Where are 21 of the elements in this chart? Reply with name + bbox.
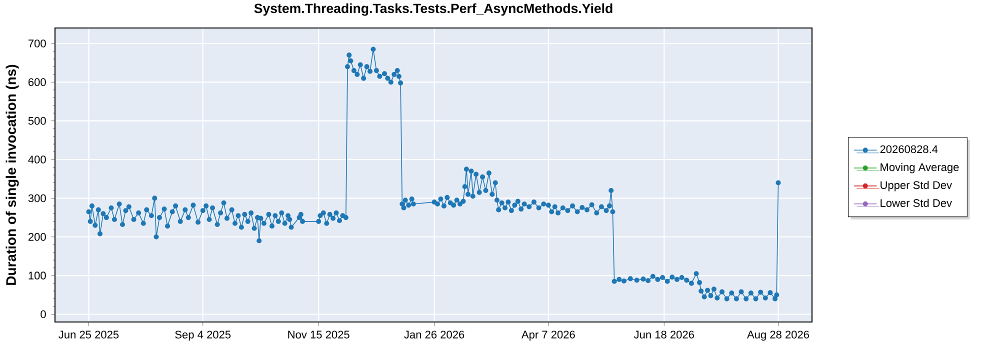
x-tick-label: Nov 15 2025 xyxy=(288,330,350,338)
y-tick-label: 300 xyxy=(28,194,46,202)
legend-label: Lower Std Dev xyxy=(880,198,952,207)
chart-title: System.Threading.Tasks.Tests.Perf_AsyncMethods.Yield xyxy=(254,3,612,16)
y-tick-label: 500 xyxy=(28,116,46,125)
legend-label: Moving Average xyxy=(880,162,959,174)
y-tick-label: 400 xyxy=(28,156,46,164)
y-axis-title: Duration of single invocation (ns) xyxy=(6,64,19,285)
y-tick-label: 100 xyxy=(28,272,46,280)
x-tick-label: Aug 28 2026 xyxy=(747,330,810,341)
y-tick-label: 200 xyxy=(28,233,46,241)
y-tick-label: 700 xyxy=(28,40,46,48)
legend-label: 20260828.4 xyxy=(880,145,938,154)
x-tick-label: Jan 26 2026 xyxy=(404,330,464,338)
x-tick-label: Jun 18 2026 xyxy=(634,330,694,338)
x-tick-label: Jun 25 2025 xyxy=(58,330,119,338)
y-tick-label: 0 xyxy=(40,310,46,318)
x-tick-label: Sep 4 2025 xyxy=(175,330,231,341)
y-tick-label: 600 xyxy=(28,78,46,86)
legend-label: Upper Std Dev xyxy=(880,180,952,192)
x-tick-label: Apr 7 2026 xyxy=(521,330,575,341)
